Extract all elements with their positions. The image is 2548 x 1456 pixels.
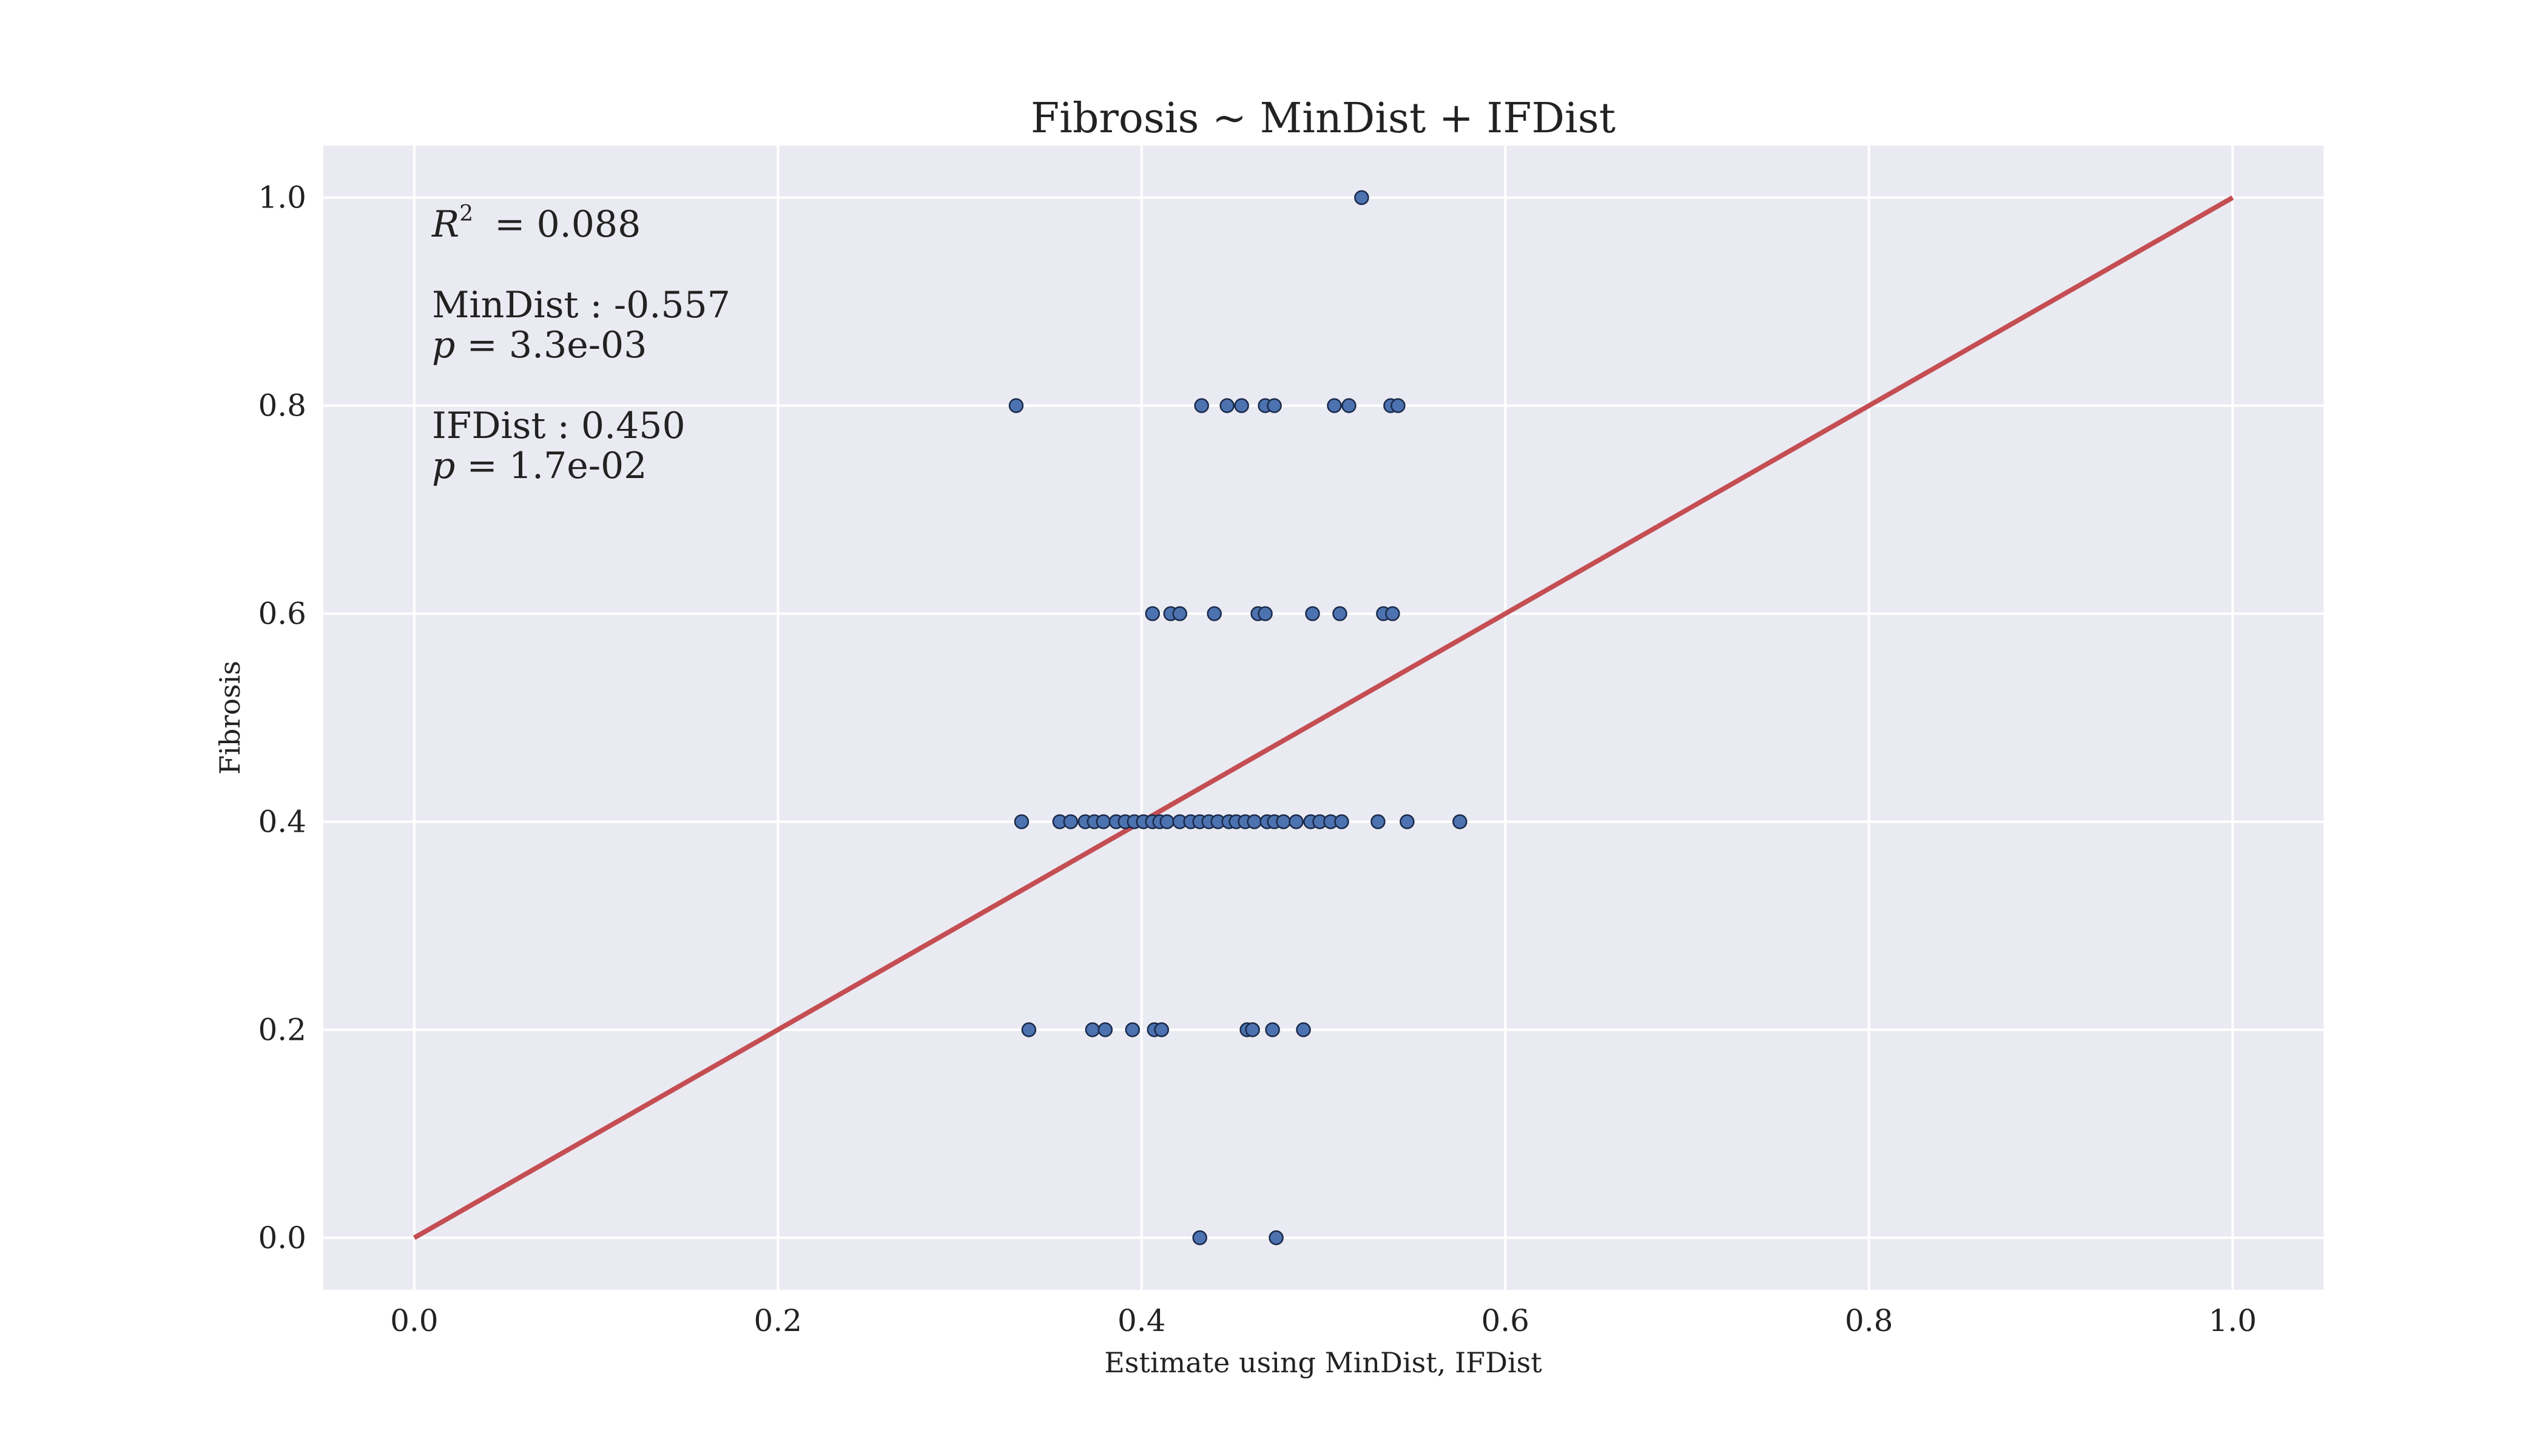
r-squared-symbol: R (431, 203, 459, 246)
data-point (1008, 398, 1024, 413)
data-point (1341, 398, 1357, 413)
data-point (1265, 1022, 1280, 1037)
data-point (1276, 814, 1291, 829)
x-tick-label: 1.0 (2208, 1303, 2257, 1338)
data-point (1172, 606, 1187, 621)
data-point (1390, 398, 1406, 413)
ifdist-p-symbol: p (432, 445, 455, 487)
data-point (1400, 814, 1415, 829)
data-point (1192, 1230, 1207, 1245)
data-point (1145, 606, 1161, 621)
data-point (1269, 1230, 1284, 1245)
data-point (1267, 398, 1282, 413)
data-point (1063, 814, 1079, 829)
y-tick-label: 0.8 (258, 388, 306, 423)
y-tick-label: 0.0 (258, 1220, 306, 1255)
ifdist-p-number: = 1.7e-02 (455, 445, 647, 487)
ifdist-p-value: p = 1.7e-02 (432, 445, 647, 487)
y-tick-label: 0.4 (258, 804, 306, 839)
data-point (1154, 1022, 1169, 1037)
stats-annotation: R2 = 0.088 MinDist : -0.557 p = 3.3e-03 … (431, 201, 730, 487)
y-tick-label: 0.2 (258, 1012, 306, 1047)
reference-line (413, 195, 2234, 1240)
mindist-coefficient: MinDist : -0.557 (432, 284, 730, 326)
data-points (1008, 190, 1468, 1245)
data-point (1247, 814, 1262, 829)
data-point (1159, 814, 1175, 829)
x-tick-label: 0.4 (1117, 1303, 1166, 1338)
data-point (1234, 398, 1249, 413)
data-point (1354, 190, 1369, 205)
y-tick-labels: 0.0 0.2 0.4 0.6 0.8 1.0 (258, 180, 306, 1256)
mindist-p-symbol: p (432, 324, 455, 366)
data-point (1014, 814, 1030, 829)
data-point (1327, 398, 1342, 413)
data-point (1125, 1022, 1141, 1037)
data-point (1370, 814, 1386, 829)
x-tick-label: 0.8 (1845, 1303, 1893, 1338)
mindist-p-number: = 3.3e-03 (455, 324, 647, 366)
data-point (1085, 1022, 1100, 1037)
y-tick-label: 0.6 (258, 596, 306, 632)
data-point (1096, 814, 1111, 829)
data-point (1289, 814, 1304, 829)
chart-title: Fibrosis ~ MinDist + IFDist (1031, 95, 1616, 143)
y-tick-label: 1.0 (258, 180, 306, 215)
y-axis-label: Fibrosis (214, 661, 246, 775)
x-tick-label: 0.6 (1481, 1303, 1529, 1338)
mindist-p-value: p = 3.3e-03 (432, 324, 647, 366)
data-point (1385, 606, 1400, 621)
x-tick-label: 0.0 (390, 1303, 439, 1338)
data-point (1452, 814, 1468, 829)
data-point (1097, 1022, 1113, 1037)
data-point (1332, 606, 1347, 621)
x-axis-label: Estimate using MinDist, IFDist (1104, 1346, 1542, 1379)
x-tick-label: 0.2 (754, 1303, 803, 1338)
grid-lines (323, 146, 2324, 1290)
data-point (1207, 606, 1222, 621)
data-point (1194, 398, 1209, 413)
data-point (1305, 606, 1320, 621)
r-squared-value: = 0.088 (483, 203, 641, 246)
x-tick-labels: 0.0 0.2 0.4 0.6 0.8 1.0 (390, 1303, 2257, 1338)
r-squared-text: R2 = 0.088 (431, 201, 641, 246)
data-point (1296, 1022, 1311, 1037)
data-point (1245, 1022, 1260, 1037)
data-point (1219, 398, 1235, 413)
data-point (1258, 606, 1273, 621)
data-point (1021, 1022, 1037, 1037)
ifdist-coefficient: IFDist : 0.450 (432, 405, 686, 447)
r-squared-superscript: 2 (459, 201, 473, 226)
data-point (1334, 814, 1349, 829)
